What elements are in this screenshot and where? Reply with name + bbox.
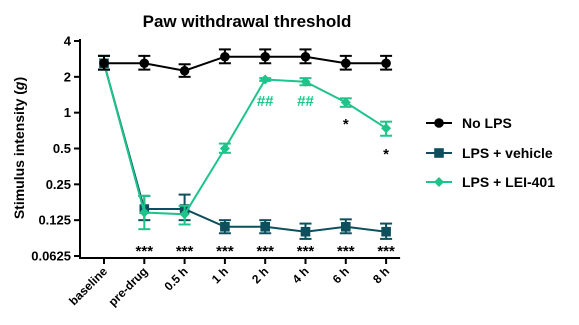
series-layer <box>98 48 393 240</box>
data-point <box>381 226 391 237</box>
significance-hash-2-h: ## <box>257 93 274 110</box>
y-tick-label: 0.0625 <box>31 249 71 264</box>
significance-star-6-h: * <box>343 116 349 133</box>
series-line <box>103 63 387 216</box>
series-line <box>103 63 387 233</box>
y-axis-label: Stimulus intensity (g) <box>11 77 27 219</box>
legend-item-lps-lei-401: LPS + LEI-401 <box>426 174 555 190</box>
data-point <box>260 51 271 62</box>
data-point <box>300 51 311 62</box>
significance-stars-2-h: *** <box>256 243 274 260</box>
data-point <box>340 97 351 108</box>
x-tick-label-2-h: 2 h <box>249 264 271 286</box>
significance-stars-pre-drug: *** <box>136 243 154 260</box>
x-tick-label-baseline: baseline <box>66 264 110 308</box>
series-line <box>104 55 387 72</box>
significance-star-8-h: * <box>383 146 389 163</box>
legend-swatch-marker <box>434 177 444 187</box>
y-axis-label-close: ) <box>11 77 27 82</box>
significance-stars-0-5-h: *** <box>176 243 194 260</box>
data-point <box>300 226 311 237</box>
significance-stars-8-h: *** <box>377 243 395 260</box>
x-tick-label-6-h: 6 h <box>330 264 352 286</box>
y-tick-label: 2 <box>64 69 71 84</box>
data-point <box>179 209 190 220</box>
x-tick-label-pre-drug: pre-drug <box>106 264 151 309</box>
legend-label: No LPS <box>462 115 512 131</box>
series-no-lps <box>98 48 393 78</box>
y-tick-label: 0.125 <box>38 213 71 228</box>
significance-hash-4-h: ## <box>297 93 314 110</box>
y-tick-label: 0.5 <box>53 141 71 156</box>
legend-swatch-marker <box>434 118 444 128</box>
y-axis-label-unit: g <box>11 81 27 91</box>
significance-stars-4-h: *** <box>297 243 315 260</box>
data-point <box>139 207 150 218</box>
data-point <box>220 51 230 62</box>
y-tick-label: 4 <box>64 34 72 49</box>
significance-stars-1-h: *** <box>216 243 234 260</box>
legend-item-lps-vehicle: LPS + vehicle <box>426 145 553 161</box>
data-point <box>300 76 311 87</box>
data-point <box>99 58 109 69</box>
x-tick-label-0-5-h: 0.5 h <box>161 264 190 293</box>
data-point <box>219 143 230 154</box>
legend: No LPS LPS + vehicle LPS + LEI-401 <box>426 115 555 190</box>
data-point <box>260 74 271 85</box>
y-axis-ticks: 0.0625 0.125 0.25 0.5 1 2 4 <box>31 34 80 264</box>
x-tick-label-1-h: 1 h <box>209 264 231 286</box>
data-point <box>381 123 392 134</box>
y-tick-label: 1 <box>64 105 71 120</box>
y-tick-label: 0.25 <box>46 177 71 192</box>
annotations-layer: *** *** *** *** *** *** *** ## ## * * <box>136 93 395 260</box>
data-point <box>341 58 351 69</box>
series-lps-lei-401 <box>98 54 393 231</box>
legend-label: LPS + vehicle <box>462 145 553 161</box>
data-point <box>341 221 351 232</box>
y-axis-label-main: Stimulus intensity ( <box>11 90 27 219</box>
data-point <box>381 58 391 69</box>
legend-swatch-marker <box>434 148 444 158</box>
legend-item-no-lps: No LPS <box>426 115 512 131</box>
x-tick-label-4-h: 4 h <box>289 264 311 286</box>
x-tick-label-8-h: 8 h <box>370 264 392 286</box>
data-point <box>260 221 270 232</box>
data-point <box>220 221 230 232</box>
legend-label: LPS + LEI-401 <box>462 174 555 190</box>
chart-title: Paw withdrawal threshold <box>143 12 352 31</box>
significance-stars-6-h: *** <box>337 243 355 260</box>
data-point <box>139 58 150 69</box>
data-point <box>179 65 190 76</box>
